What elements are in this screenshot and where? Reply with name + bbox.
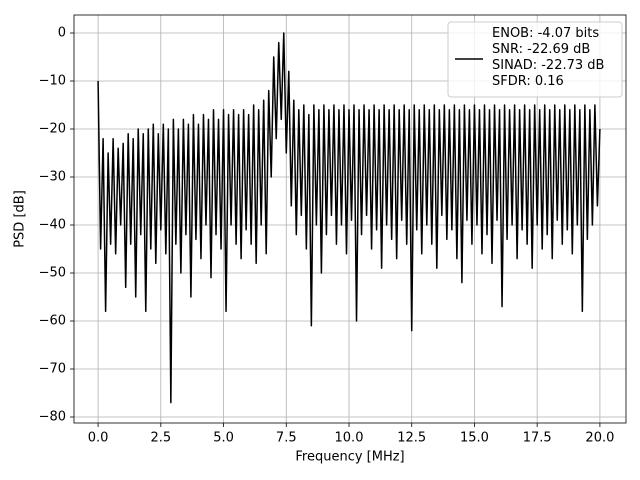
legend: ENOB: -4.07 bits SNR: -22.69 dB SINAD: -22… [447,21,623,98]
y-tick-label: −40 [39,218,66,233]
legend-label: ENOB: -4.07 bits SNR: -22.69 dB SINAD: -22… [492,26,604,89]
y-axis-label: PSD [dB] [13,190,28,248]
x-tick-label: 15.0 [460,431,489,446]
y-tick-label: −60 [39,314,66,329]
y-tick-label: −10 [39,74,66,89]
y-tick-label: −30 [39,170,66,185]
x-tick-label: 12.5 [397,431,426,446]
x-axis-label: Frequency [MHz] [295,450,404,465]
y-tick-label: −80 [39,410,66,425]
y-tick-label: −50 [39,266,66,281]
x-tick-label: 0.0 [88,431,109,446]
psd-line [97,32,601,404]
y-tick-label: −20 [39,122,66,137]
x-tick-label: 17.5 [523,431,552,446]
plot-lines [97,32,601,404]
x-tick-label: 5.0 [213,431,234,446]
x-tick-label: 20.0 [585,431,614,446]
legend-box [447,21,623,98]
x-tick-label: 10.0 [335,431,364,446]
x-tick-label: 2.5 [150,431,171,446]
plot-frame [73,14,627,424]
y-tick-label: −70 [39,362,66,377]
x-tick-label: 7.5 [276,431,297,446]
y-tick-label: 0 [58,26,66,41]
